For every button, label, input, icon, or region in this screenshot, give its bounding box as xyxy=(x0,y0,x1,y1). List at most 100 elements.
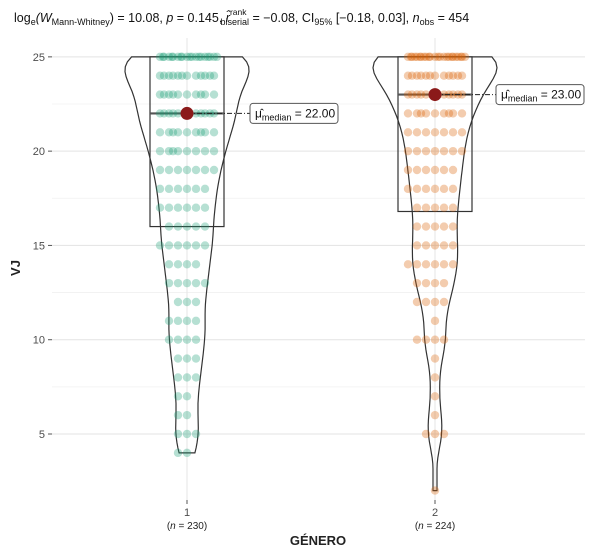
data-point xyxy=(403,90,413,99)
data-point xyxy=(191,297,201,307)
data-point xyxy=(164,184,174,194)
data-point xyxy=(453,71,463,80)
data-point xyxy=(412,184,422,194)
median-point xyxy=(428,88,442,102)
data-point xyxy=(439,297,449,307)
data-point xyxy=(167,52,177,62)
data-point xyxy=(447,52,457,62)
data-point xyxy=(209,52,219,62)
y-axis-ticks: 5 10 15 20 25 xyxy=(33,52,52,441)
data-point xyxy=(430,241,440,250)
data-point xyxy=(209,128,219,137)
data-point xyxy=(448,184,458,194)
data-point xyxy=(200,184,210,194)
data-point xyxy=(173,184,183,194)
data-point xyxy=(435,52,445,62)
data-point xyxy=(419,52,429,62)
data-point xyxy=(187,52,197,62)
data-point xyxy=(403,109,413,118)
data-point xyxy=(448,71,458,80)
data-point xyxy=(410,52,420,62)
data-point xyxy=(155,52,165,62)
data-point xyxy=(173,354,183,363)
y-tick-label: 5 xyxy=(39,429,45,441)
data-point xyxy=(155,71,165,80)
data-point xyxy=(182,203,192,212)
data-point xyxy=(191,373,201,382)
data-point xyxy=(439,260,449,269)
data-point xyxy=(182,335,192,344)
y-axis-title: VJ xyxy=(8,260,23,276)
data-point xyxy=(448,241,458,250)
data-point xyxy=(200,128,210,137)
data-point xyxy=(439,203,449,212)
data-point xyxy=(403,184,413,194)
data-point xyxy=(403,128,413,137)
violin-2 xyxy=(372,56,498,492)
data-point xyxy=(412,52,422,62)
data-point xyxy=(421,297,431,307)
data-point xyxy=(155,146,165,156)
data-point xyxy=(448,146,458,156)
data-point xyxy=(164,335,174,344)
boxplots xyxy=(149,56,473,228)
data-point xyxy=(164,222,174,231)
data-point xyxy=(451,52,461,62)
data-point xyxy=(168,146,178,156)
data-point xyxy=(168,71,178,80)
data-point xyxy=(191,146,201,156)
data-point xyxy=(177,71,187,80)
data-point xyxy=(182,128,192,137)
data-point xyxy=(173,278,183,288)
data-point xyxy=(444,52,454,62)
data-point xyxy=(448,128,458,137)
data-point xyxy=(430,410,440,420)
data-point xyxy=(173,297,183,307)
data-point xyxy=(457,71,467,80)
data-point xyxy=(191,316,201,326)
data-point xyxy=(439,278,449,288)
data-point xyxy=(200,278,210,288)
data-point xyxy=(412,203,422,212)
data-point xyxy=(155,109,165,118)
data-point xyxy=(173,260,183,269)
data-point xyxy=(403,165,413,175)
data-point xyxy=(173,109,183,118)
data-point xyxy=(173,203,183,212)
data-point xyxy=(164,90,174,99)
data-point xyxy=(182,278,192,288)
data-point xyxy=(412,146,422,156)
data-point xyxy=(421,165,431,175)
data-point xyxy=(173,165,183,175)
data-point xyxy=(173,222,183,231)
data-point xyxy=(412,222,422,231)
x-tick-label: 2 xyxy=(432,507,438,519)
data-point xyxy=(164,278,174,288)
data-point xyxy=(412,241,422,250)
data-point xyxy=(421,128,431,137)
data-point xyxy=(407,52,417,62)
data-point xyxy=(412,90,422,99)
data-point xyxy=(425,71,435,80)
data-point xyxy=(430,429,440,439)
data-point xyxy=(173,241,183,250)
data-point xyxy=(209,165,219,175)
data-point xyxy=(421,203,431,212)
chart-subtitle: loge(WMann-Whitney) = 10.08, p = 0.145, … xyxy=(14,7,469,27)
data-point xyxy=(191,128,201,137)
data-point xyxy=(430,52,440,62)
data-point xyxy=(182,260,192,269)
violins xyxy=(124,56,498,492)
data-point xyxy=(159,109,169,118)
data-point xyxy=(457,109,467,118)
data-point xyxy=(173,146,183,156)
data-point xyxy=(421,146,431,156)
data-point xyxy=(416,71,426,80)
data-point xyxy=(460,52,470,62)
data-point xyxy=(439,90,449,99)
data-point xyxy=(164,316,174,326)
data-point xyxy=(164,203,174,212)
y-tick-label: 15 xyxy=(33,240,45,252)
data-point xyxy=(200,52,210,62)
